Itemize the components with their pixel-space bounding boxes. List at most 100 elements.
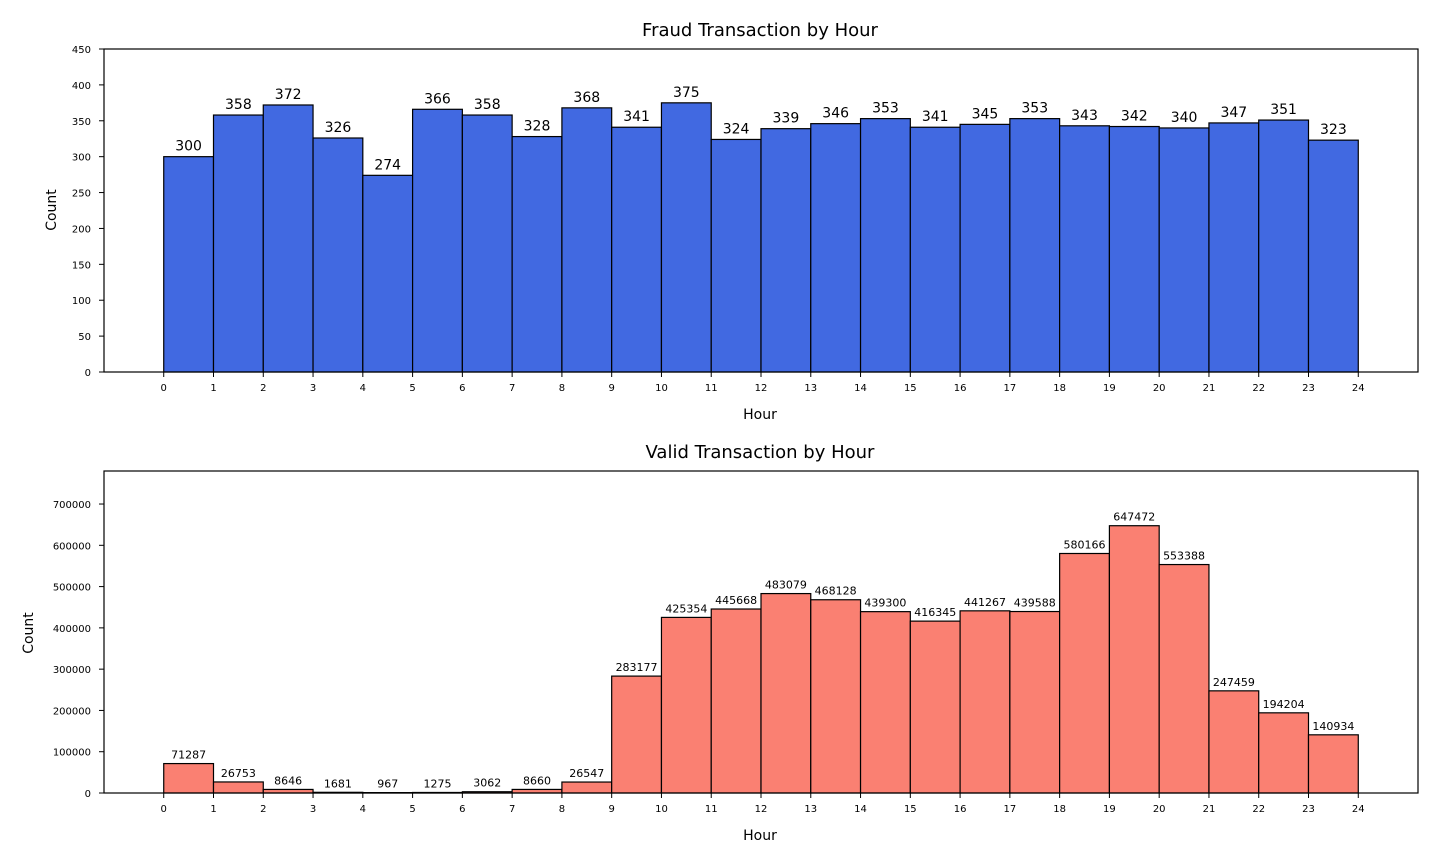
y-tick-label: 0 [85, 789, 91, 800]
bar-hour-9 [611, 675, 663, 794]
data-label-hour-18: 343 [1071, 108, 1098, 124]
x-tick-label: 24 [1352, 383, 1365, 394]
x-tick-label: 13 [804, 804, 817, 815]
x-tick-label: 2 [260, 383, 266, 394]
plot-frame [103, 48, 1419, 373]
data-label-hour-9: 283177 [616, 661, 658, 674]
y-axis-ticks: 0 50 100 150 200 250 300 350 400 450 [72, 45, 104, 379]
bar-hour-19 [1108, 125, 1160, 373]
data-label-hour-18: 580166 [1064, 538, 1106, 551]
data-label-hour-8: 368 [573, 90, 600, 106]
x-tick-label: 10 [655, 383, 668, 394]
bar-hour-23 [1307, 139, 1359, 373]
bar-hour-12 [760, 592, 812, 794]
bar-hour-0 [163, 762, 215, 794]
data-label-hour-12: 339 [773, 111, 800, 127]
data-label-hour-4: 274 [374, 157, 401, 173]
y-tick-label: 200000 [53, 706, 91, 717]
x-tick-label: 9 [608, 383, 614, 394]
y-tick-label: 700000 [53, 500, 91, 511]
data-label-hour-21: 347 [1220, 105, 1247, 121]
data-labels: 300 358 372 326 274 366 358 328 368 341 375 324 339 3… [175, 85, 1347, 173]
bar-hour-20 [1158, 563, 1210, 794]
x-tick-label: 11 [705, 383, 718, 394]
y-tick-label: 100 [72, 296, 91, 307]
x-axis-ticks: 0 1 2 3 4 5 6 7 8 9 10 11 12 13 14 15 16 17 18 19 20 21 22 23 24 [161, 793, 1365, 815]
bar-hour-19 [1108, 525, 1160, 794]
data-label-hour-12: 483079 [765, 579, 807, 592]
data-label-hour-3: 1681 [324, 777, 352, 790]
x-tick-label: 20 [1153, 383, 1166, 394]
data-label-hour-11: 324 [723, 121, 750, 137]
y-tick-label: 0 [85, 368, 91, 379]
y-tick-label: 400000 [53, 624, 91, 635]
x-tick-label: 10 [655, 804, 668, 815]
data-label-hour-15: 416345 [914, 606, 956, 619]
x-axis-label: Hour [743, 407, 777, 423]
x-axis-label: Hour [743, 828, 777, 844]
y-tick-label: 300000 [53, 665, 91, 676]
y-tick-label: 450 [72, 45, 91, 56]
y-tick-label: 200 [72, 224, 91, 235]
x-tick-label: 12 [755, 804, 768, 815]
data-label-hour-16: 441267 [964, 596, 1006, 609]
x-tick-label: 17 [1003, 383, 1016, 394]
bar-hour-15 [909, 620, 961, 794]
data-label-hour-13: 468128 [815, 585, 857, 598]
data-labels: 71287 26753 8646 1681 967 1275 3062 8660 26547 28… [171, 511, 1354, 791]
data-label-hour-8: 26547 [569, 767, 604, 780]
y-tick-label: 150 [72, 260, 91, 271]
x-tick-label: 15 [904, 804, 917, 815]
x-tick-label: 7 [509, 804, 515, 815]
bar-hour-17 [1009, 118, 1061, 373]
x-tick-label: 22 [1252, 383, 1265, 394]
bar-hour-8 [561, 107, 613, 373]
x-tick-label: 14 [854, 804, 867, 815]
data-label-hour-17: 353 [1021, 101, 1048, 117]
data-label-hour-11: 445668 [715, 594, 757, 607]
data-label-hour-6: 3062 [473, 777, 501, 790]
data-label-hour-13: 346 [822, 106, 849, 122]
data-label-hour-1: 26753 [221, 767, 256, 780]
data-label-hour-19: 647472 [1113, 511, 1155, 524]
data-label-hour-0: 71287 [171, 749, 206, 762]
bar-series [163, 525, 1359, 794]
data-label-hour-5: 366 [424, 91, 451, 107]
x-tick-label: 13 [804, 383, 817, 394]
y-tick-label: 350 [72, 117, 91, 128]
x-tick-label: 6 [459, 383, 465, 394]
data-label-hour-7: 8660 [523, 774, 551, 787]
x-tick-label: 8 [559, 383, 565, 394]
x-axis-ticks: 0 1 2 3 4 5 6 7 8 9 10 11 12 13 14 15 16 17 18 19 20 21 22 23 24 [161, 372, 1365, 394]
x-tick-label: 9 [608, 804, 614, 815]
bar-hour-11 [710, 138, 762, 373]
x-tick-label: 6 [459, 804, 465, 815]
data-label-hour-20: 340 [1171, 110, 1198, 126]
data-label-hour-5: 1275 [423, 777, 451, 790]
bar-hour-14 [859, 611, 911, 794]
y-axis-label: Count [21, 612, 37, 654]
x-tick-label: 3 [310, 383, 316, 394]
bar-hour-1 [212, 114, 264, 373]
x-tick-label: 14 [854, 383, 867, 394]
bar-hour-16 [959, 123, 1011, 373]
bar-hour-15 [909, 126, 961, 373]
data-label-hour-21: 247459 [1213, 676, 1255, 689]
x-tick-label: 1 [210, 383, 216, 394]
data-label-hour-19: 342 [1121, 109, 1148, 125]
x-tick-label: 4 [360, 383, 366, 394]
data-label-hour-9: 341 [623, 109, 650, 125]
data-label-hour-6: 358 [474, 97, 501, 113]
data-label-hour-22: 194204 [1263, 698, 1305, 711]
bar-hour-11 [710, 608, 762, 794]
x-tick-label: 8 [559, 804, 565, 815]
bar-hour-23 [1307, 734, 1359, 794]
bar-series [163, 102, 1359, 373]
bar-hour-22 [1258, 712, 1310, 794]
data-label-hour-3: 326 [325, 120, 352, 136]
y-tick-label: 500000 [53, 583, 91, 594]
